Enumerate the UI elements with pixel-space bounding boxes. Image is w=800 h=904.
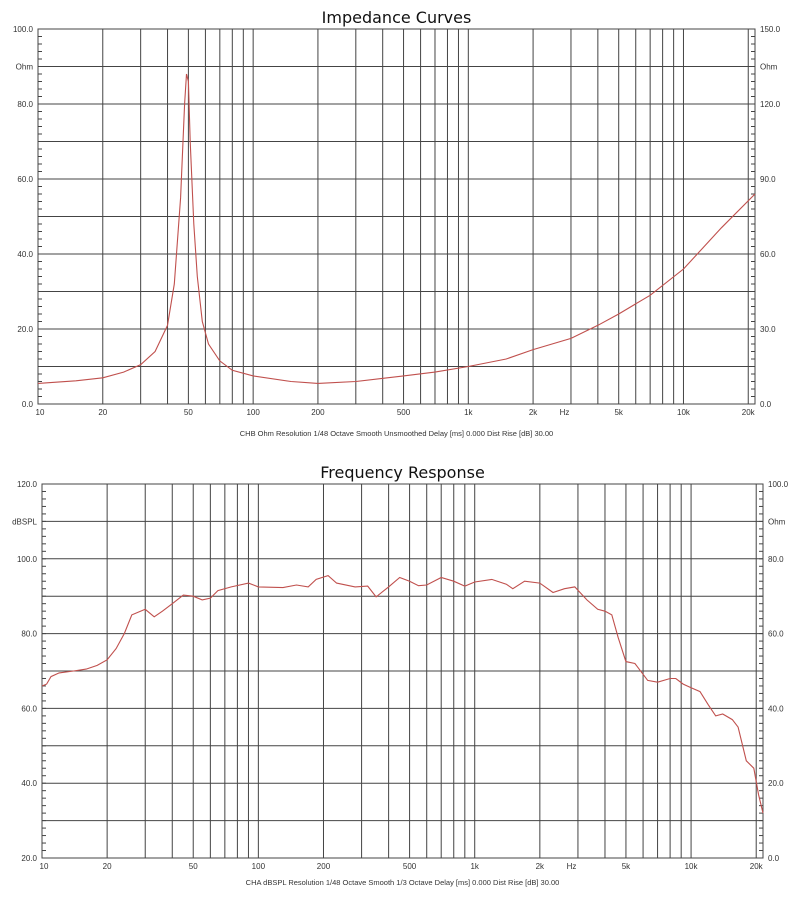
y2-tick-label: 150.0	[760, 25, 781, 34]
y2-tick-label: 60.0	[760, 250, 776, 259]
x-tick-label: 500	[403, 862, 417, 871]
x-tick-label: 10	[40, 862, 49, 871]
plot-frame	[37, 28, 756, 405]
x-tick-label: 1k	[470, 862, 479, 871]
x-tick-label: 500	[397, 408, 411, 417]
chart-caption: CHB Ohm Resolution 1/48 Octave Smooth Un…	[240, 429, 553, 438]
series-line	[41, 574, 764, 814]
x-tick-label: 200	[311, 408, 325, 417]
y2-tick-label: 60.0	[768, 630, 784, 639]
x-tick-label: 20	[103, 862, 112, 871]
y2-tick-label: Ohm	[768, 517, 786, 526]
x-tick-label: 200	[317, 862, 331, 871]
plot-frame	[41, 483, 764, 859]
y-tick-label: 40.0	[21, 779, 37, 788]
x-tick-label: 10	[36, 408, 45, 417]
y-tick-label: 80.0	[17, 100, 33, 109]
x-tick-label: 20	[98, 408, 107, 417]
x-tick-label: 5k	[614, 408, 623, 417]
x-tick-label: 20k	[742, 408, 756, 417]
frequency-response-chart: Frequency Response120.0dBSPL100.080.060.…	[12, 463, 788, 887]
series-line	[37, 73, 756, 384]
chart-title: Impedance Curves	[322, 8, 472, 27]
y-tick-label: 80.0	[21, 630, 37, 639]
y2-tick-label: 100.0	[768, 480, 789, 489]
y2-tick-label: 30.0	[760, 325, 776, 334]
x-tick-label: Hz	[567, 862, 577, 871]
y2-tick-label: 40.0	[768, 704, 784, 713]
y2-tick-label: 80.0	[768, 555, 784, 564]
x-tick-label: 100	[246, 408, 260, 417]
x-tick-label: 100	[252, 862, 266, 871]
y-tick-label: 20.0	[21, 854, 37, 863]
y2-tick-label: 120.0	[760, 100, 781, 109]
y2-tick-label: 0.0	[760, 400, 772, 409]
x-tick-label: Hz	[560, 408, 570, 417]
x-tick-label: 20k	[750, 862, 764, 871]
x-tick-label: 2k	[536, 862, 545, 871]
y-tick-label: 100.0	[17, 555, 38, 564]
y-tick-label: 40.0	[17, 250, 33, 259]
y-tick-label: 0.0	[22, 400, 34, 409]
y-tick-label: 60.0	[17, 175, 33, 184]
y2-tick-label: Ohm	[760, 63, 778, 72]
y-tick-label: Ohm	[16, 63, 34, 72]
x-tick-label: 50	[189, 862, 198, 871]
y-tick-label: 100.0	[13, 25, 34, 34]
x-tick-label: 5k	[622, 862, 631, 871]
y-tick-label: 120.0	[17, 480, 38, 489]
x-tick-label: 50	[184, 408, 193, 417]
chart-caption: CHA dBSPL Resolution 1/48 Octave Smooth …	[246, 878, 560, 887]
y2-tick-label: 90.0	[760, 175, 776, 184]
y2-tick-label: 0.0	[768, 854, 780, 863]
x-tick-label: 10k	[677, 408, 691, 417]
y-tick-label: 20.0	[17, 325, 33, 334]
chart-title: Frequency Response	[320, 463, 485, 482]
y-tick-label: 60.0	[21, 704, 37, 713]
x-tick-label: 10k	[685, 862, 699, 871]
y2-tick-label: 20.0	[768, 779, 784, 788]
y-tick-label: dBSPL	[12, 517, 37, 526]
x-tick-label: 1k	[464, 408, 473, 417]
x-tick-label: 2k	[529, 408, 538, 417]
impedance-chart: Impedance Curves100.0Ohm80.060.040.020.0…	[13, 8, 781, 438]
